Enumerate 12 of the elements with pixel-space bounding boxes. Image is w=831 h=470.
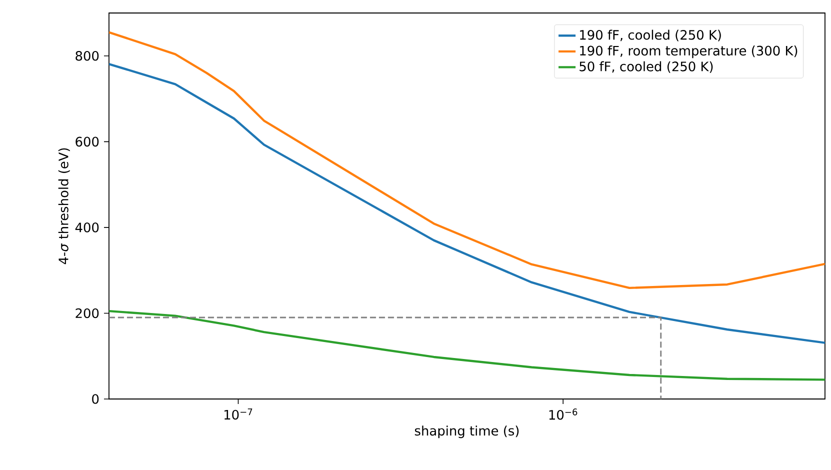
legend-label: 50 fF, cooled (250 K) [580, 61, 713, 73]
legend-label: 190 fF, room temperature (300 K) [580, 46, 798, 58]
legend-label: 190 fF, cooled (250 K) [580, 30, 721, 42]
y-tick-label: 800 [76, 50, 99, 61]
y-axis-title: 4-σ threshold (eV) [58, 148, 70, 264]
x-tick-label: 10$^{−7}$ [224, 408, 252, 420]
y-tick-label: 0 [92, 394, 99, 404]
y-tick-label: 200 [76, 308, 99, 318]
x-axis-title: shaping time (s) [414, 426, 519, 438]
x-tick-label: 10$^{−6}$ [549, 408, 578, 420]
y-tick-label: 600 [76, 136, 99, 147]
y-tick-label: 400 [75, 222, 99, 232]
